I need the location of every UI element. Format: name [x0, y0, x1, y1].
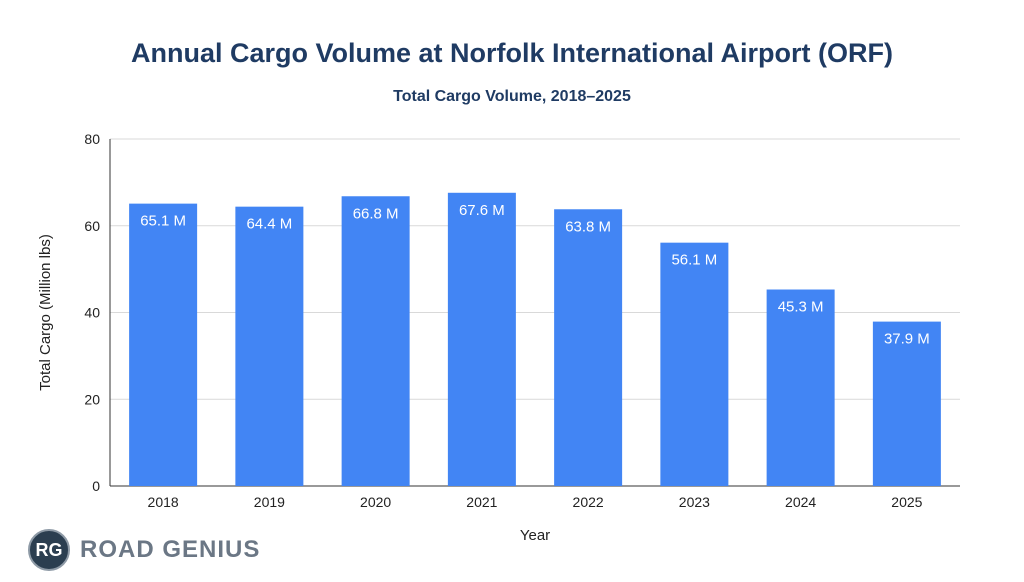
data-label-2023: 56.1 M: [671, 252, 717, 269]
y-axis-title: Total Cargo (Million lbs): [37, 234, 54, 391]
x-axis-title: Year: [520, 527, 550, 544]
bar-2022: [554, 209, 623, 486]
y-tick-label: 80: [84, 131, 100, 147]
data-label-2020: 66.8 M: [353, 205, 399, 222]
x-tick-label: 2018: [148, 494, 179, 510]
bar-2023: [660, 242, 729, 486]
x-tick-label: 2022: [573, 494, 604, 510]
x-tick-label: 2025: [891, 494, 922, 510]
bar-2025: [872, 321, 941, 486]
bar-2021: [447, 192, 516, 486]
brand-name: ROAD GENIUS: [80, 536, 261, 563]
data-label-2021: 67.6 M: [459, 202, 505, 219]
x-tick-label: 2019: [254, 494, 285, 510]
y-tick-label: 20: [84, 391, 100, 407]
data-label-2024: 45.3 M: [778, 299, 824, 316]
x-tick-label: 2024: [785, 494, 816, 510]
y-tick-label: 60: [84, 218, 100, 234]
bar-2024: [766, 289, 835, 486]
x-tick-label: 2021: [466, 494, 497, 510]
x-tick-label: 2020: [360, 494, 391, 510]
y-tick-label: 40: [84, 305, 100, 321]
x-tick-label: 2023: [679, 494, 710, 510]
data-label-2022: 63.8 M: [565, 218, 611, 235]
y-tick-label: 0: [92, 478, 100, 494]
chart-title: Annual Cargo Volume at Norfolk Internati…: [130, 38, 893, 68]
bar-2018: [129, 203, 198, 486]
chart-subtitle: Total Cargo Volume, 2018–2025: [393, 88, 631, 105]
bar-2019: [235, 206, 304, 487]
logo-badge: RG: [28, 529, 70, 571]
brand-logo: RG ROAD GENIUS: [28, 528, 260, 572]
bar-2020: [341, 196, 410, 486]
data-label-2025: 37.9 M: [884, 331, 930, 348]
data-label-2018: 65.1 M: [140, 213, 186, 230]
data-label-2019: 64.4 M: [246, 216, 292, 233]
